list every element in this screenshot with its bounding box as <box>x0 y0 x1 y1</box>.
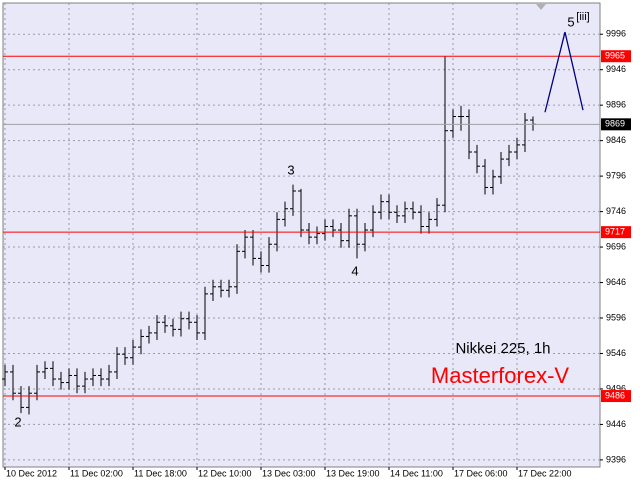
grid <box>3 3 600 467</box>
y-tick-label: 9396 <box>606 454 626 464</box>
y-tick-label: 9796 <box>606 170 626 180</box>
wave-label: 3 <box>287 162 294 177</box>
level-label-box <box>601 390 631 403</box>
level-label-box <box>601 226 631 239</box>
wave-label: 4 <box>351 263 358 278</box>
level-label: 9965 <box>605 51 625 61</box>
y-tick-label: 9646 <box>606 277 626 287</box>
y-tick-label: 9896 <box>606 100 626 110</box>
level-label: 9717 <box>605 227 625 237</box>
y-tick-label: 9546 <box>606 348 626 358</box>
projection-line <box>544 31 584 113</box>
y-tick-label: 9596 <box>606 312 626 322</box>
marks <box>2 31 600 415</box>
x-tick-label: 10 Dec 2012 <box>6 468 57 478</box>
y-tick-label: 9846 <box>606 135 626 145</box>
level-label: 9869 <box>605 119 625 129</box>
y-tick-label: 9446 <box>606 419 626 429</box>
wave-label: [iii] <box>576 11 589 23</box>
x-tick-label: 14 Dec 11:00 <box>390 468 443 478</box>
x-tick-label: 17 Dec 22:00 <box>518 468 572 478</box>
y-tick-label: 9746 <box>606 206 626 216</box>
y-tick-label: 9696 <box>606 241 626 251</box>
x-tick-label: 12 Dec 10:00 <box>198 468 252 478</box>
wave-label: 2 <box>14 414 21 429</box>
y-tick-label: 9946 <box>606 64 626 74</box>
chart-title: Nikkei 225, 1h <box>455 340 550 357</box>
level-label: 9486 <box>605 390 625 400</box>
level-label-box <box>601 118 631 131</box>
scroll-marker <box>536 4 546 10</box>
x-tick-label: 13 Dec 19:00 <box>326 468 380 478</box>
x-tick-label: 11 Dec 18:00 <box>134 468 187 478</box>
x-tick-label: 11 Dec 02:00 <box>70 468 123 478</box>
level-label-box <box>601 50 631 63</box>
y-tick-label: 9996 <box>606 29 626 39</box>
x-tick-label: 17 Dec 06:00 <box>454 468 508 478</box>
y-tick-label: 9496 <box>606 383 626 393</box>
wave-label: 5 <box>567 14 574 29</box>
x-tick-label: 13 Dec 03:00 <box>262 468 316 478</box>
chart-subtitle: Masterforex-V <box>431 363 569 388</box>
